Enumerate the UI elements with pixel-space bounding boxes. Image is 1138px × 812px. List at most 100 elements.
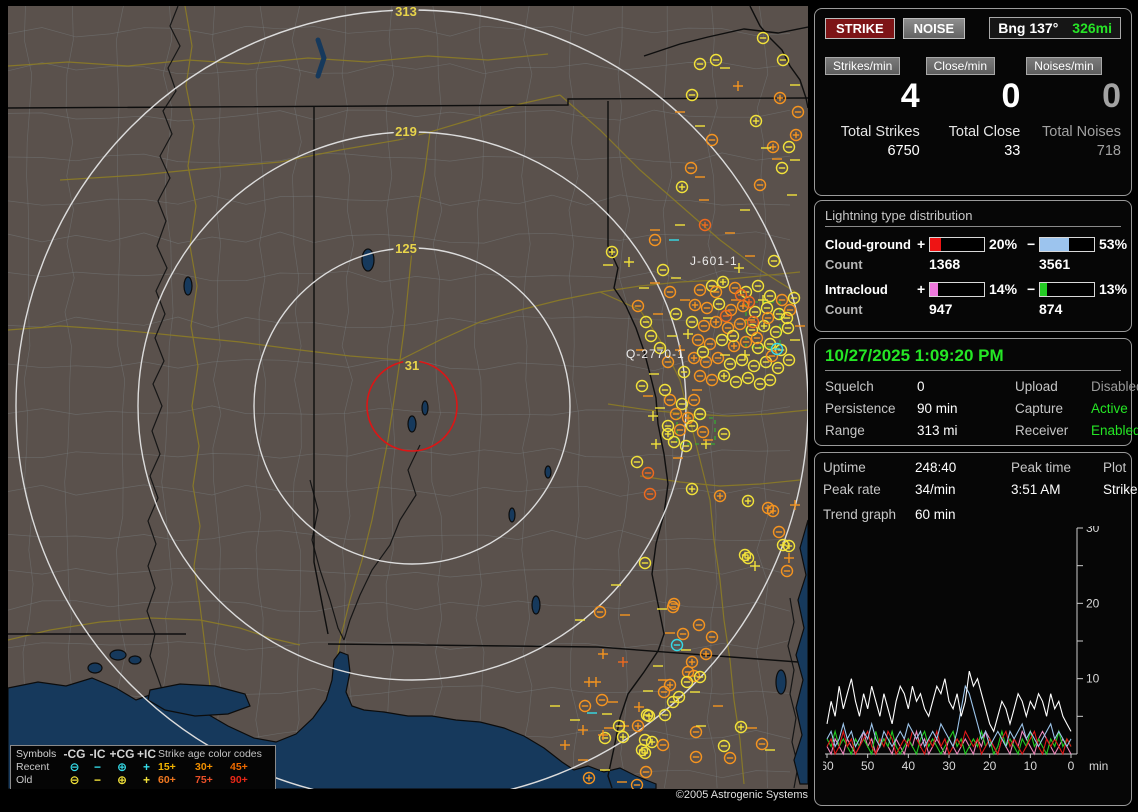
legend-symbols-header: Symbols xyxy=(16,748,63,761)
uptime-label: Uptime xyxy=(823,460,915,475)
peak-time-label: Peak time xyxy=(1011,460,1103,475)
squelch-value: 0 xyxy=(917,379,1015,394)
plus-sign: + xyxy=(917,281,929,297)
trend-window-value: 60 min xyxy=(915,507,1123,522)
cg-minus-old-icon: ⊖ xyxy=(63,774,86,787)
status-panel: STRIKE NOISE Bng 137° 326mi Strikes/min … xyxy=(814,8,1132,196)
plot-label: Plot xyxy=(1103,460,1138,475)
legend-age-title: Strike age color codes xyxy=(158,748,265,761)
minus-sign: − xyxy=(1027,281,1039,297)
lightning-map[interactable]: 313 219 125 31 J-601-1 Q-2770-1 Symbols … xyxy=(8,6,808,789)
receiver-label: Receiver xyxy=(1015,423,1091,438)
strikes-column: Strikes/min 4 Total Strikes 6750 xyxy=(825,57,920,159)
ic-plus-bar xyxy=(929,282,985,297)
ic-plus-count: 947 xyxy=(929,301,1027,317)
datetime-display: 10/27/2025 1:09:20 PM xyxy=(825,346,1121,366)
noises-per-min-value: 0 xyxy=(1102,77,1121,116)
capture-status: Active xyxy=(1091,401,1138,416)
upload-label: Upload xyxy=(1015,379,1091,394)
svg-text:10: 10 xyxy=(1024,759,1038,773)
legend-row-recent: Recent xyxy=(16,761,63,774)
cg-plus-count: 1368 xyxy=(929,256,1027,272)
strikes-per-min-button[interactable]: Strikes/min xyxy=(825,57,900,75)
cg-minus-pct: 53% xyxy=(1095,236,1137,252)
cg-plus-bar xyxy=(929,237,985,252)
ic-plus-old-icon: + xyxy=(135,774,158,787)
strike-button[interactable]: STRIKE xyxy=(825,18,895,39)
distribution-panel: Lightning type distribution Cloud-ground… xyxy=(814,200,1132,332)
ring-label-313: 313 xyxy=(395,6,417,19)
persistence-value: 90 min xyxy=(917,401,1015,416)
storm-cell-label: J-601-1 xyxy=(690,254,738,268)
peak-rate-label: Peak rate xyxy=(823,482,915,497)
noise-button[interactable]: NOISE xyxy=(903,18,965,39)
intracloud-row: Intracloud + 14% − 13% xyxy=(825,281,1121,297)
cg-plus-pct: 20% xyxy=(985,236,1027,252)
bearing-value: Bng 137° xyxy=(998,20,1058,36)
uptime-value: 248:40 xyxy=(915,460,1011,475)
legend-row-old: Old xyxy=(16,774,63,787)
age-15: 15+ xyxy=(158,761,195,774)
bearing-readout: Bng 137° 326mi xyxy=(989,17,1121,39)
trend-series-neg-ic xyxy=(827,731,1071,754)
ring-label-125: 125 xyxy=(395,241,417,256)
cg-minus-bar xyxy=(1039,237,1095,252)
ic-minus-count: 874 xyxy=(1039,301,1137,317)
range-value: 313 mi xyxy=(917,423,1015,438)
total-close-label: Total Close xyxy=(949,124,1021,140)
map-canvas: 313 219 125 31 J-601-1 Q-2770-1 xyxy=(8,6,808,789)
close-per-min-button[interactable]: Close/min xyxy=(926,57,995,75)
svg-text:30: 30 xyxy=(1086,526,1100,535)
intracloud-count-row: Count 947 874 xyxy=(825,301,1121,317)
cloud-ground-count-row: Count 1368 3561 xyxy=(825,256,1121,272)
svg-text:20: 20 xyxy=(983,759,997,773)
ring-label-219: 219 xyxy=(395,124,417,139)
noises-per-min-button[interactable]: Noises/min xyxy=(1026,57,1101,75)
trend-series-total-strikes xyxy=(827,671,1071,731)
strikes-per-min-value: 4 xyxy=(901,77,920,116)
trend-series-pos-ic xyxy=(827,731,1071,754)
svg-text:50: 50 xyxy=(861,759,875,773)
age-30: 30+ xyxy=(195,761,230,774)
age-90: 90+ xyxy=(230,774,265,787)
svg-text:min: min xyxy=(1089,759,1108,773)
receiver-status: Enabled xyxy=(1091,423,1138,438)
range-label: Range xyxy=(825,423,917,438)
count-label: Count xyxy=(825,302,917,317)
copyright-text: ©2005 Astrogenic Systems xyxy=(640,789,810,801)
bearing-distance: 326mi xyxy=(1072,20,1112,36)
storm-cell-label: Q-2770-1 xyxy=(626,347,685,361)
total-noises-label: Total Noises xyxy=(1042,124,1121,140)
upload-status: Disabled xyxy=(1091,379,1138,394)
ic-plus-pct: 14% xyxy=(985,281,1027,297)
cg-minus-count: 3561 xyxy=(1039,256,1137,272)
ic-minus-old-icon: − xyxy=(86,774,109,787)
strike-legend: Symbols -CG -IC +CG +IC Strike age color… xyxy=(10,745,276,789)
squelch-label: Squelch xyxy=(825,379,917,394)
age-60: 60+ xyxy=(158,774,195,787)
plus-sign: + xyxy=(917,236,929,252)
cloud-ground-label: Cloud-ground xyxy=(825,237,917,252)
distribution-title: Lightning type distribution xyxy=(825,208,1121,227)
close-per-min-value: 0 xyxy=(1001,77,1020,116)
ring-label-31: 31 xyxy=(405,358,419,373)
svg-text:30: 30 xyxy=(942,759,956,773)
ic-minus-pct: 13% xyxy=(1095,281,1137,297)
noises-column: Noises/min 0 Total Noises 718 xyxy=(1026,57,1121,159)
peak-time-value: 3:51 AM xyxy=(1011,482,1103,497)
trend-graph: 3020106050403020100min xyxy=(823,526,1123,782)
persistence-label: Persistence xyxy=(825,401,917,416)
plot-value: Strike xyxy=(1103,482,1138,497)
svg-text:0: 0 xyxy=(1068,759,1075,773)
cloud-ground-row: Cloud-ground + 20% − 53% xyxy=(825,236,1121,252)
cg-plus-old-icon: ⊕ xyxy=(109,774,135,787)
ic-minus-bar xyxy=(1039,282,1095,297)
age-45: 45+ xyxy=(230,761,265,774)
total-strikes-label: Total Strikes xyxy=(841,124,920,140)
total-strikes-value: 6750 xyxy=(887,143,919,159)
age-75: 75+ xyxy=(195,774,230,787)
trend-graph-label: Trend graph xyxy=(823,507,915,522)
svg-text:40: 40 xyxy=(902,759,916,773)
svg-text:60: 60 xyxy=(823,759,834,773)
minus-sign: − xyxy=(1027,236,1039,252)
